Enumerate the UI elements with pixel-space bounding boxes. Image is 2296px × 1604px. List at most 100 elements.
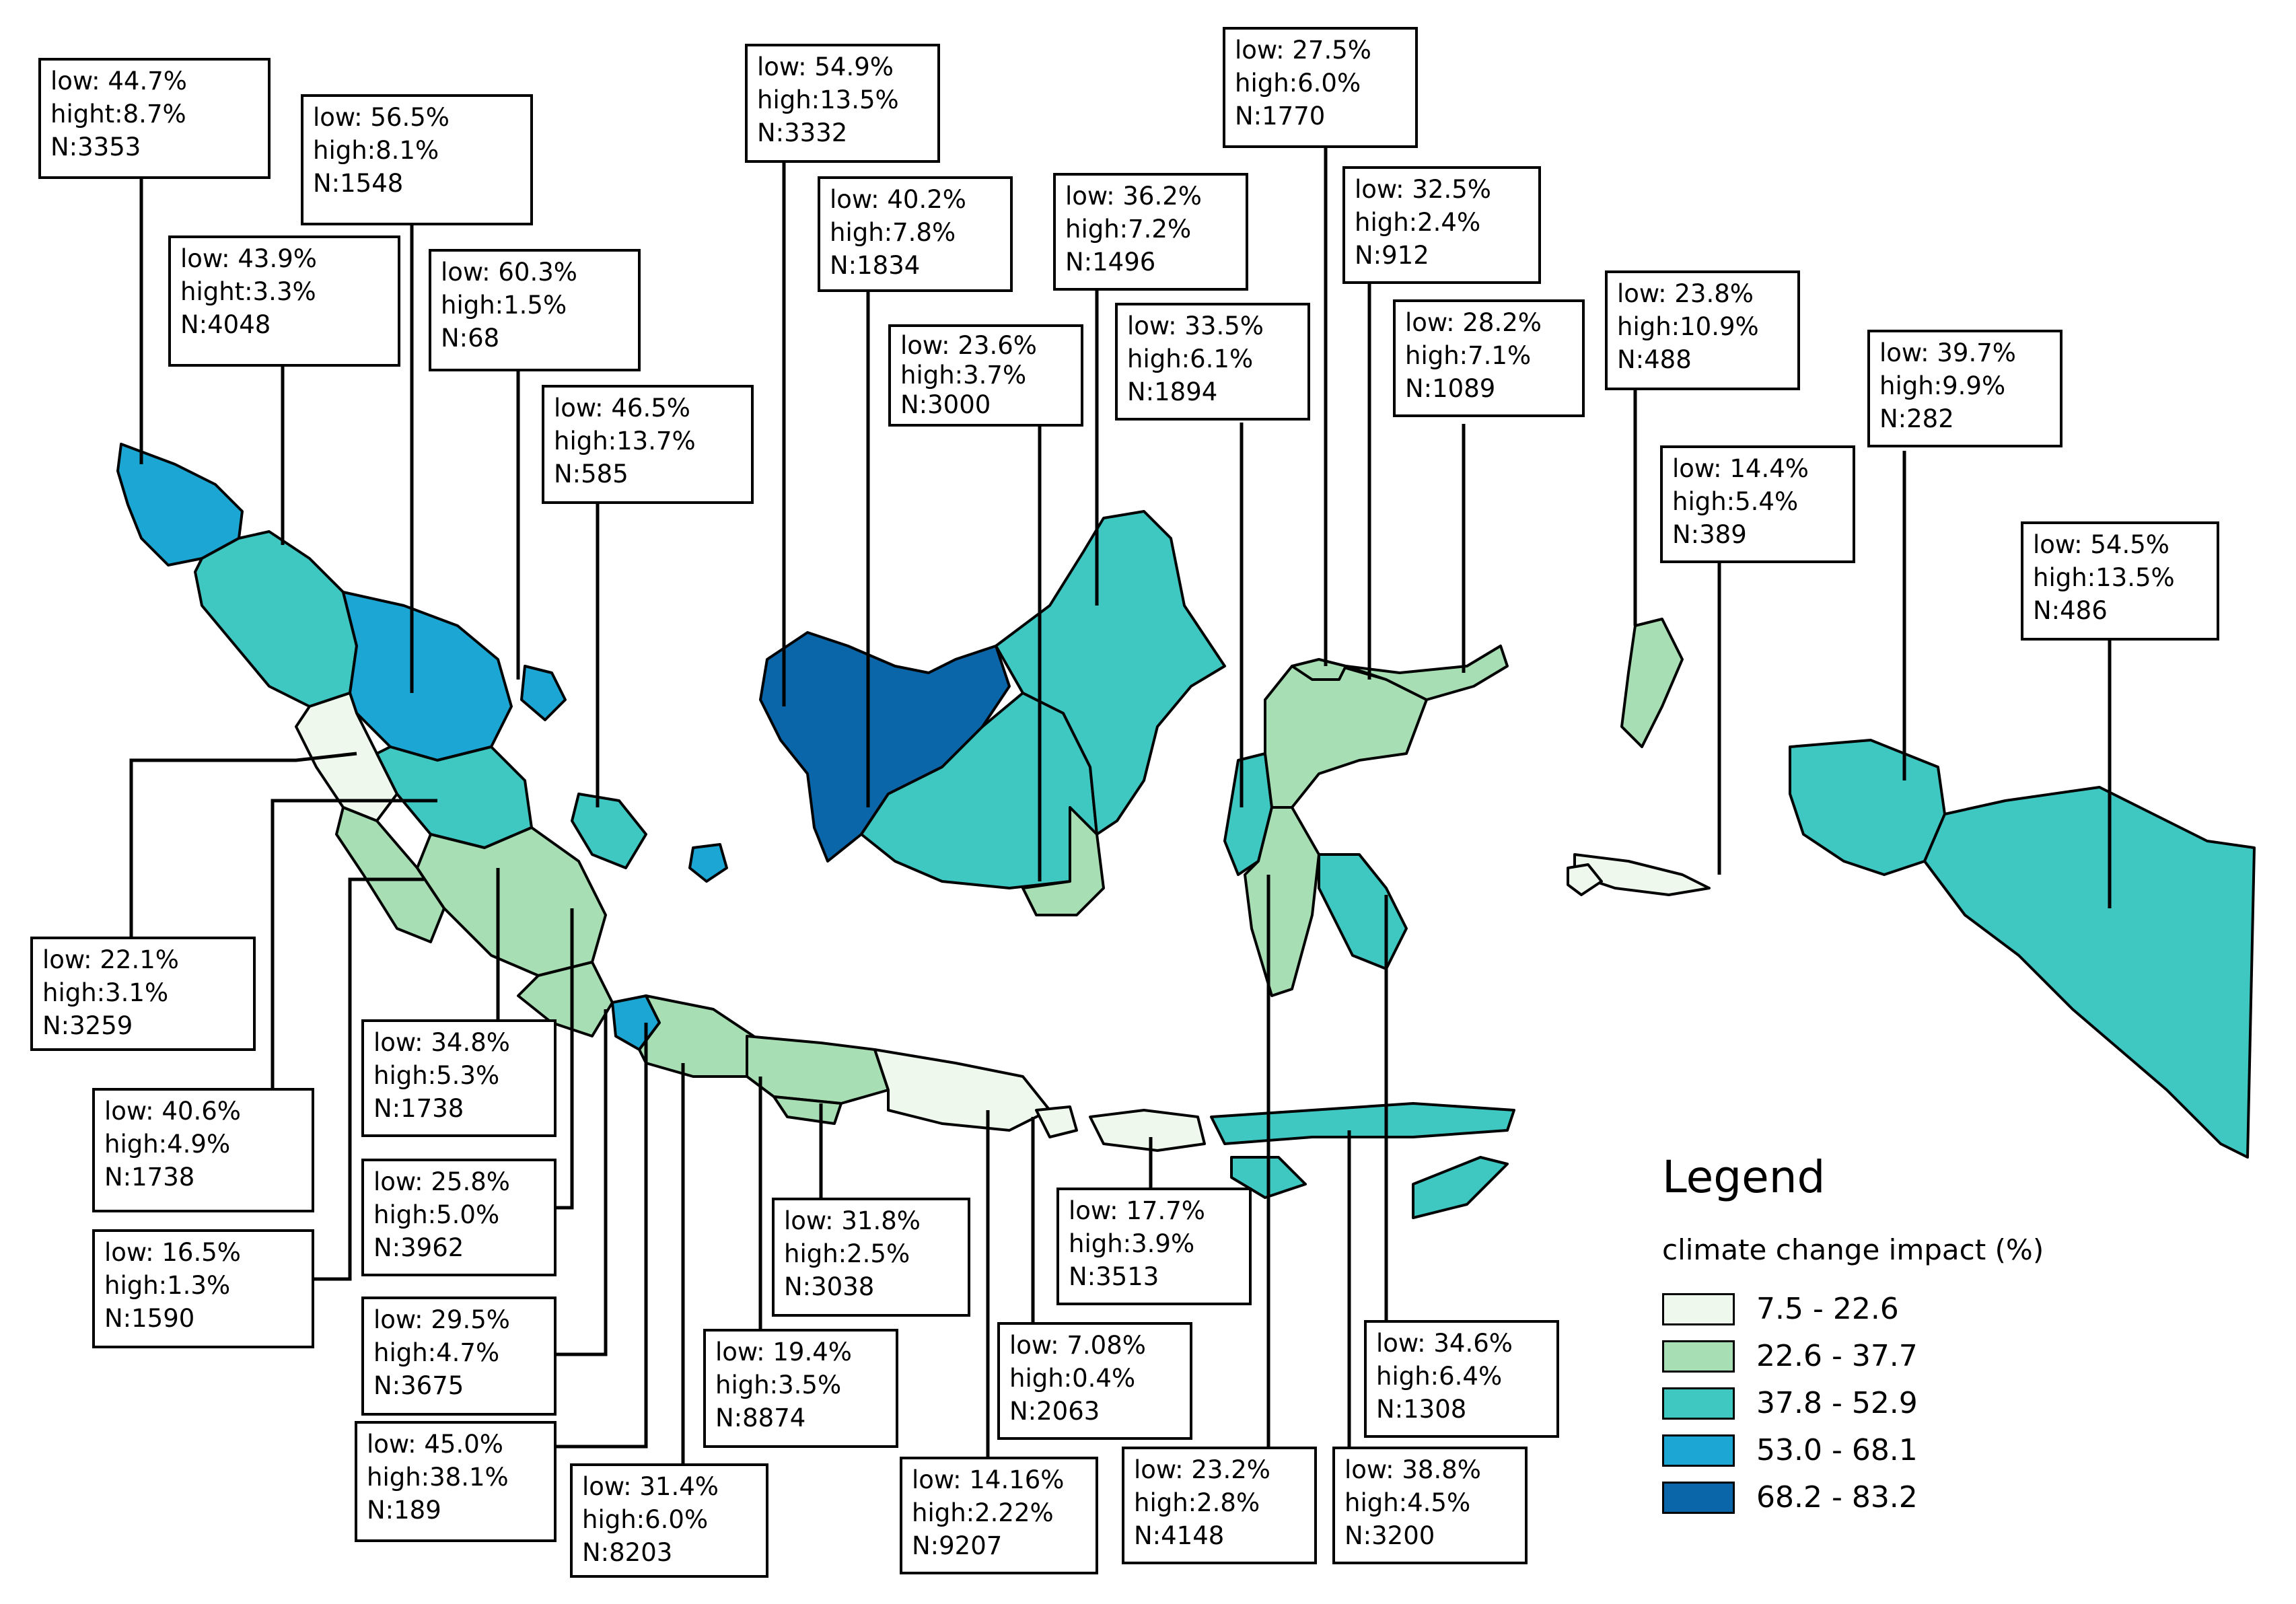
label-central-java: low: 19.4% high:3.5% N:8874 (703, 1329, 898, 1448)
leader-banten (553, 1023, 648, 1449)
label-south-sumatra: low: 25.8% high:5.0% N:3962 (361, 1159, 557, 1276)
label-low: low: 23.8% (1617, 279, 1754, 308)
label-low: low: 28.2% (1405, 308, 1542, 337)
label-west-java: low: 31.4% high:6.0% N:8203 (570, 1463, 768, 1578)
label-banten: low: 45.0% high:38.1% N:189 (355, 1421, 557, 1542)
legend-label: 68.2 - 83.2 (1756, 1480, 1918, 1515)
label-low: low: 27.5% (1235, 36, 1371, 65)
label-high: high:6.4% (1376, 1362, 1503, 1391)
label-n: N:3200 (1344, 1521, 1435, 1550)
label-low: low: 22.1% (42, 945, 179, 974)
label-n: N:585 (554, 460, 629, 488)
legend: Legend climate change impact (%) 7.5 - 2… (1662, 1151, 2133, 1527)
label-high: high:13.5% (757, 85, 899, 114)
label-high: high:38.1% (367, 1463, 509, 1492)
province-east-java (873, 1048, 1051, 1132)
province-yogyakarta (773, 1095, 842, 1125)
island-buru (1567, 863, 1603, 896)
leader-lampung-coast (311, 877, 424, 1281)
label-west-sumatra: low: 22.1% high:3.1% N:3259 (30, 937, 256, 1051)
label-low: low: 14.16% (912, 1465, 1065, 1494)
label-central-kalimantan: low: 40.2% high:7.8% N:1834 (818, 176, 1013, 292)
legend-item: 53.0 - 68.1 (1662, 1433, 2133, 1468)
label-bengkulu: low: 40.6% high:4.9% N:1738 (92, 1088, 314, 1212)
label-low: low: 54.9% (757, 52, 894, 81)
label-high: high:9.9% (1879, 371, 2006, 400)
label-n: N:4048 (180, 310, 271, 339)
label-high: high:2.22% (912, 1498, 1054, 1527)
province-west-nusa-tenggara (1089, 1109, 1206, 1152)
label-low: low: 44.7% (50, 67, 187, 96)
label-high: high:4.9% (104, 1130, 231, 1159)
label-high: high:4.5% (1344, 1488, 1471, 1517)
label-high: high:2.8% (1134, 1488, 1260, 1517)
label-n: N:3353 (50, 133, 141, 161)
province-riau-islands (520, 665, 567, 721)
label-low: low: 40.2% (830, 185, 966, 214)
label-n: N:3259 (42, 1011, 133, 1040)
label-n: N:389 (1672, 520, 1747, 549)
label-high: high:6.0% (582, 1505, 709, 1534)
province-gorontalo (1291, 658, 1347, 681)
province-papua (1923, 786, 2256, 1159)
province-central-java (746, 1035, 890, 1105)
label-high: high:5.0% (373, 1200, 500, 1229)
province-lampung (517, 961, 614, 1037)
leader-south-sumatra (555, 908, 574, 1210)
label-high: high:1.5% (441, 291, 567, 320)
label-west-kalimantan: low: 54.9% high:13.5% N:3332 (745, 44, 940, 163)
legend-item: 22.6 - 37.7 (1662, 1339, 2133, 1374)
label-n: N:2063 (1009, 1397, 1100, 1426)
label-low: low: 39.7% (1879, 338, 2016, 367)
label-low: low: 56.5% (313, 103, 450, 132)
label-gorontalo: low: 27.5% high:6.0% N:1770 (1223, 27, 1418, 148)
legend-item: 68.2 - 83.2 (1662, 1480, 2133, 1515)
label-n: N:8874 (715, 1403, 806, 1432)
label-n: N:3000 (900, 390, 991, 419)
label-low: low: 32.5% (1355, 175, 1491, 204)
legend-swatch (1662, 1340, 1735, 1373)
legend-title: Legend (1662, 1151, 1826, 1203)
province-east-nusa-tenggara (1210, 1102, 1515, 1145)
label-riau-islands: low: 60.3% high:1.5% N:68 (429, 249, 641, 371)
label-n: N:3513 (1069, 1262, 1159, 1291)
label-low: low: 14.4% (1672, 454, 1809, 483)
province-west-sumatra (295, 692, 398, 822)
label-n: N:1308 (1376, 1395, 1467, 1424)
label-low: low: 29.5% (373, 1305, 510, 1334)
label-north-sulawesi: low: 28.2% high:7.1% N:1089 (1393, 299, 1585, 417)
label-lampung-coast: low: 16.5% high:1.3% N:1590 (92, 1229, 314, 1348)
label-high: high:8.1% (313, 136, 439, 165)
label-n: N:4148 (1134, 1521, 1225, 1550)
label-yogyakarta: low: 31.8% high:2.5% N:3038 (772, 1198, 970, 1317)
province-bangka-belitung (571, 793, 647, 869)
label-n: N:8203 (582, 1538, 673, 1567)
label-n: N:1738 (104, 1163, 195, 1192)
label-low: low: 45.0% (367, 1430, 503, 1459)
label-low: low: 54.5% (2033, 530, 2169, 559)
legend-swatch (1662, 1434, 1735, 1467)
label-high: high:2.4% (1355, 208, 1481, 237)
province-north-maluku (1620, 618, 1684, 748)
legend-label: 22.6 - 37.7 (1756, 1339, 1918, 1373)
label-low: low: 36.2% (1065, 182, 1202, 211)
label-north-sumatra: low: 43.9% hight:3.3% N:4048 (168, 235, 400, 367)
label-lampung: low: 29.5% high:4.7% N:3675 (361, 1297, 557, 1416)
province-west-java (638, 994, 755, 1078)
label-high: high:13.7% (554, 427, 696, 455)
label-high: high:13.5% (2033, 563, 2175, 592)
label-n: N:282 (1879, 404, 1954, 433)
label-aceh: low: 44.7% hight:8.7% N:3353 (38, 58, 271, 179)
label-west-papua: low: 39.7% high:9.9% N:282 (1867, 330, 2062, 447)
label-low: low: 60.3% (441, 258, 577, 287)
province-bali (1035, 1105, 1078, 1138)
label-n: N:3962 (373, 1233, 464, 1262)
island-timor (1412, 1156, 1509, 1219)
label-high: high:6.0% (1235, 69, 1361, 98)
label-north-maluku: low: 23.8% high:10.9% N:488 (1605, 270, 1800, 390)
island-belitung (688, 843, 728, 883)
province-bengkulu (335, 806, 445, 943)
label-central-sulawesi: low: 32.5% high:2.4% N:912 (1342, 166, 1541, 284)
label-low: low: 40.6% (104, 1097, 241, 1126)
